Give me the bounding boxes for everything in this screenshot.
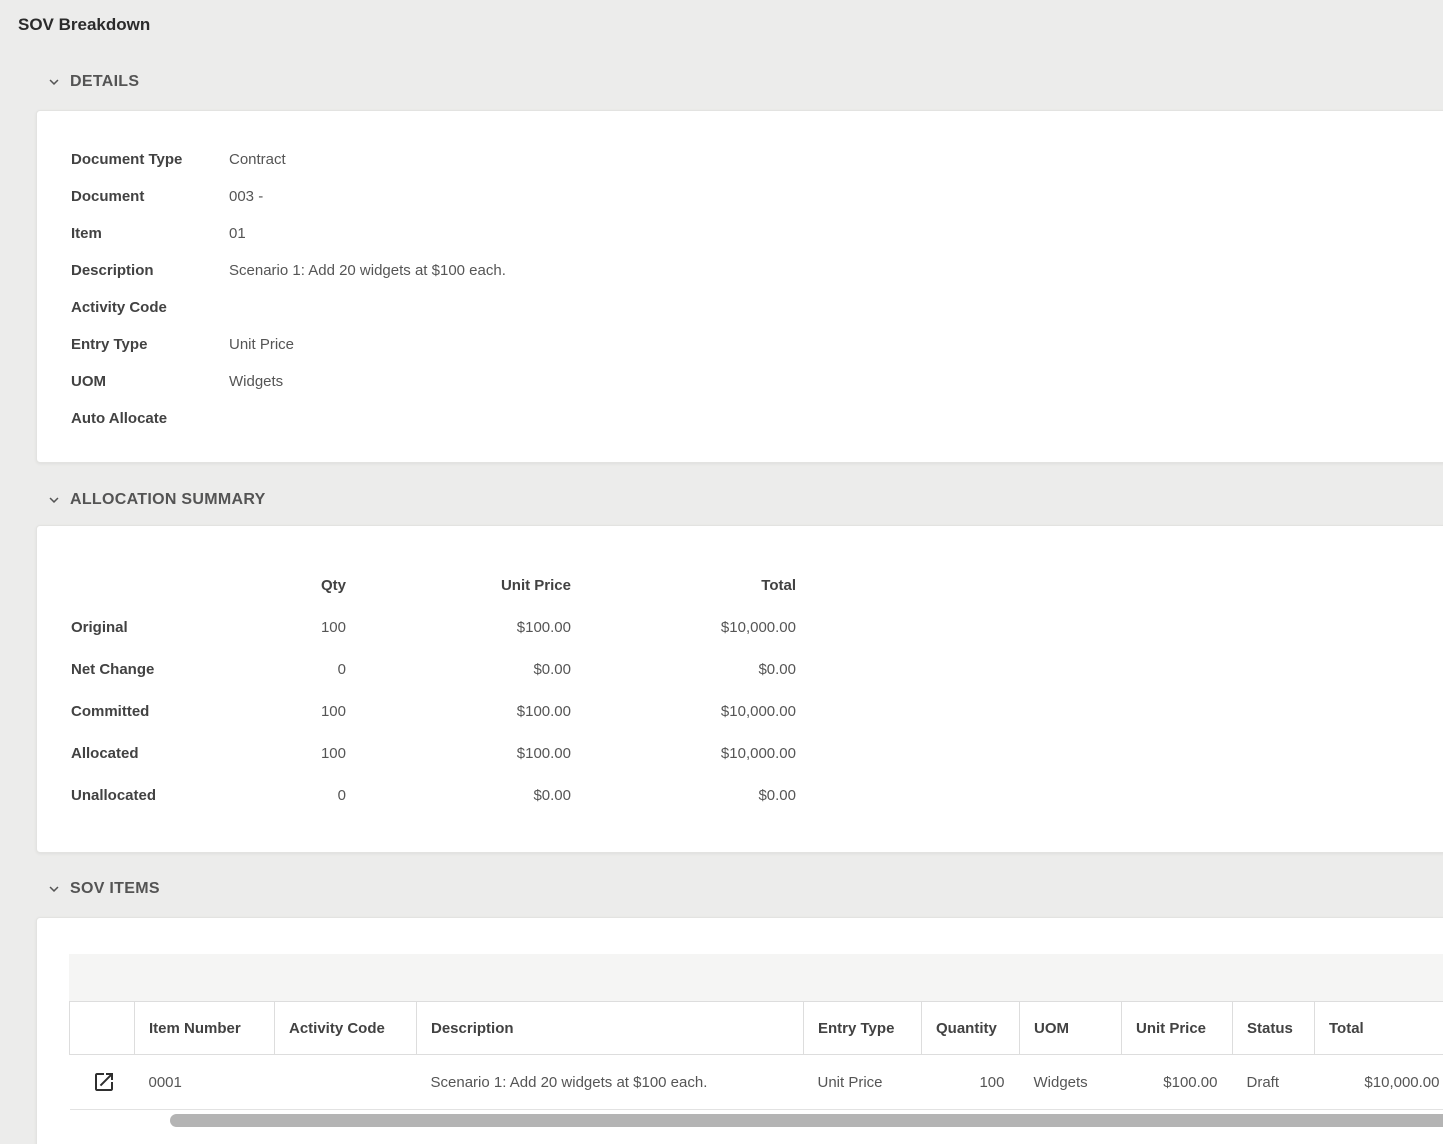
sov-cell-open	[69, 1054, 135, 1110]
field-value: Widgets	[229, 373, 284, 390]
allocation-row-label: Committed	[71, 702, 150, 720]
sov-header-unit-price: Unit Price	[1121, 1001, 1233, 1055]
field-label: Auto Allocate	[71, 410, 168, 427]
allocation-row-label: Original	[71, 618, 128, 636]
open-item-button[interactable]	[90, 1068, 118, 1096]
field-value: 01	[229, 225, 246, 242]
field-label: Document Type	[71, 151, 183, 168]
allocation-total-value: $0.00	[758, 786, 796, 804]
sov-items-section-header[interactable]: SOV ITEMS	[45, 879, 1443, 899]
sov-cell-quantity: 100	[921, 1054, 1020, 1110]
allocation-qty-value: 100	[320, 744, 346, 762]
allocation-unit-price-value: $0.00	[533, 786, 571, 804]
field-entry-type: Entry Type Unit Price	[71, 326, 1443, 363]
sov-cell-total: $10,000.00	[1314, 1054, 1443, 1110]
allocation-header-blank	[71, 564, 231, 606]
allocation-row-label: Unallocated	[71, 786, 157, 804]
allocation-unit-price-value: $100.00	[516, 618, 571, 636]
allocation-row-unallocated: Unallocated 0 $0.00 $0.00	[71, 774, 796, 816]
allocation-total-value: $10,000.00	[720, 744, 796, 762]
field-auto-allocate: Auto Allocate	[71, 400, 1443, 437]
field-document-type: Document Type Contract	[71, 141, 1443, 178]
sov-header-entry-type: Entry Type	[803, 1001, 922, 1055]
field-item: Item 01	[71, 215, 1443, 252]
sov-item-row: 0001 Scenario 1: Add 20 widgets at $100 …	[69, 1054, 1443, 1110]
allocation-row-label: Net Change	[71, 660, 155, 678]
field-activity-code: Activity Code	[71, 289, 1443, 326]
allocation-unit-price-value: $100.00	[516, 744, 571, 762]
allocation-total-value: $0.00	[758, 660, 796, 678]
allocation-unit-price-value: $100.00	[516, 702, 571, 720]
sov-header-uom: UOM	[1019, 1001, 1122, 1055]
allocation-summary-card: Qty Unit Price Total Original 100 $100.0…	[36, 525, 1443, 853]
details-section-title: DETAILS	[70, 73, 140, 90]
allocation-row-label: Allocated	[71, 744, 139, 762]
chevron-down-icon	[49, 886, 59, 892]
chevron-down-icon	[49, 79, 59, 85]
allocation-header-total: Total	[761, 576, 796, 594]
field-value: 003 -	[229, 188, 264, 205]
allocation-total-value: $10,000.00	[720, 702, 796, 720]
page-title: SOV Breakdown	[18, 15, 151, 34]
details-card: Document Type Contract Document 003 - It…	[36, 110, 1443, 463]
sov-items-section-title: SOV ITEMS	[70, 880, 160, 897]
allocation-row-original: Original 100 $100.00 $10,000.00	[71, 606, 796, 648]
sov-header-icon-blank	[69, 1001, 135, 1055]
allocation-qty-value: 0	[337, 786, 346, 804]
sov-header-total: Total	[1314, 1001, 1443, 1055]
details-section-header[interactable]: DETAILS	[45, 72, 1443, 92]
allocation-qty-value: 100	[320, 618, 346, 636]
sov-items-card: Item Number Activity Code Description En…	[36, 917, 1443, 1144]
field-value: Scenario 1: Add 20 widgets at $100 each.	[229, 262, 506, 279]
field-value: Contract	[229, 151, 286, 168]
field-description: Description Scenario 1: Add 20 widgets a…	[71, 252, 1443, 289]
open-in-new-icon	[94, 1073, 113, 1091]
allocation-summary-section-header[interactable]: ALLOCATION SUMMARY	[45, 490, 1443, 510]
field-label: UOM	[71, 373, 106, 390]
sov-items-table: Item Number Activity Code Description En…	[69, 1001, 1443, 1110]
allocation-summary-table: Qty Unit Price Total Original 100 $100.0…	[71, 564, 796, 816]
field-label: Entry Type	[71, 336, 148, 353]
allocation-summary-section-title: ALLOCATION SUMMARY	[70, 491, 266, 508]
sov-header-description: Description	[416, 1001, 804, 1055]
sov-header-activity-code: Activity Code	[274, 1001, 417, 1055]
sov-header-item-number: Item Number	[134, 1001, 275, 1055]
sov-cell-entry-type: Unit Price	[803, 1054, 922, 1110]
sov-header-status: Status	[1232, 1001, 1315, 1055]
sov-table-toolbar	[69, 954, 1443, 1001]
allocation-unit-price-value: $0.00	[533, 660, 571, 678]
allocation-row-net-change: Net Change 0 $0.00 $0.00	[71, 648, 796, 690]
allocation-total-value: $10,000.00	[720, 618, 796, 636]
field-label: Document	[71, 188, 145, 205]
chevron-down-icon	[49, 497, 59, 503]
field-uom: UOM Widgets	[71, 363, 1443, 400]
allocation-header-qty: Qty	[320, 576, 346, 594]
allocation-header-unit-price: Unit Price	[500, 576, 571, 594]
sov-header-row: Item Number Activity Code Description En…	[69, 1001, 1443, 1055]
sov-cell-activity-code	[274, 1054, 417, 1110]
sov-cell-unit-price: $100.00	[1121, 1054, 1233, 1110]
field-value: Unit Price	[229, 336, 295, 353]
horizontal-scrollbar-track[interactable]	[69, 1114, 1443, 1127]
horizontal-scrollbar-thumb[interactable]	[170, 1114, 1443, 1127]
allocation-header-row: Qty Unit Price Total	[71, 564, 796, 606]
sov-cell-status: Draft	[1232, 1054, 1315, 1110]
sov-cell-item-number: 0001	[134, 1054, 275, 1110]
field-document: Document 003 -	[71, 178, 1443, 215]
field-label: Description	[71, 262, 154, 279]
allocation-row-allocated: Allocated 100 $100.00 $10,000.00	[71, 732, 796, 774]
allocation-row-committed: Committed 100 $100.00 $10,000.00	[71, 690, 796, 732]
sov-cell-description: Scenario 1: Add 20 widgets at $100 each.	[416, 1054, 804, 1110]
field-label: Item	[71, 225, 102, 242]
sov-header-quantity: Quantity	[921, 1001, 1020, 1055]
allocation-qty-value: 100	[320, 702, 346, 720]
sov-cell-uom: Widgets	[1019, 1054, 1122, 1110]
field-label: Activity Code	[71, 299, 167, 316]
allocation-qty-value: 0	[337, 660, 346, 678]
